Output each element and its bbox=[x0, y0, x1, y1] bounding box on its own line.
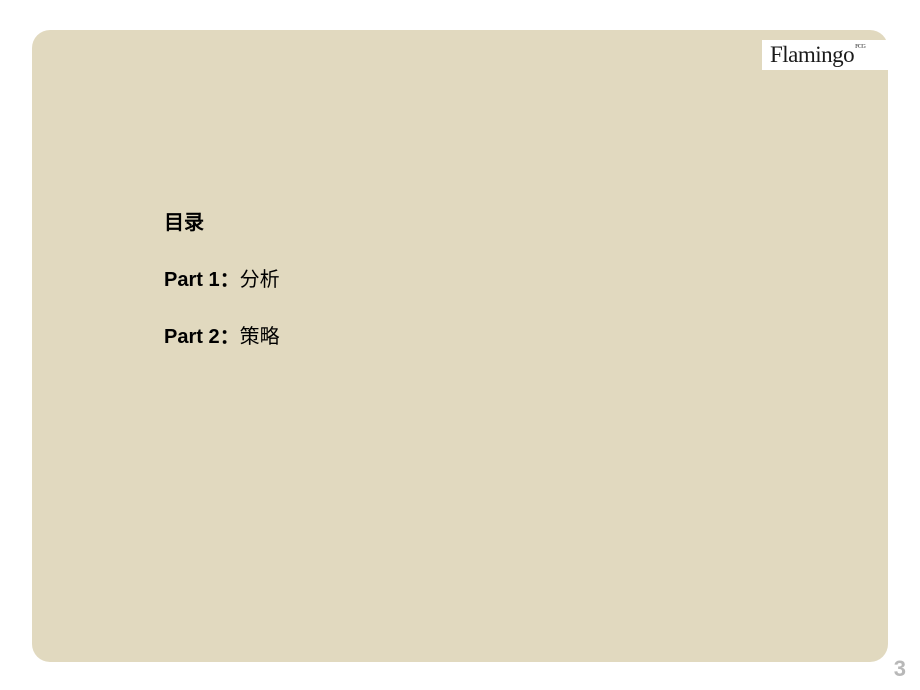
toc-part-2: Part 2 bbox=[164, 326, 220, 348]
toc-colon-2: ： bbox=[220, 326, 240, 348]
slide-canvas: FlamingoFCG 目录 Part 1：分析 Part 2：策略 bbox=[32, 30, 888, 662]
logo-text: FlamingoFCG bbox=[770, 42, 864, 68]
toc-title: 目录 bbox=[164, 206, 280, 235]
logo-superscript: FCG bbox=[855, 44, 865, 50]
toc-label-1: 分析 bbox=[240, 269, 280, 291]
logo-box: FlamingoFCG bbox=[762, 40, 888, 70]
toc-content: 目录 Part 1：分析 Part 2：策略 bbox=[164, 206, 280, 377]
page-number: 3 bbox=[894, 656, 906, 682]
logo-main: Flamingo bbox=[770, 42, 854, 67]
toc-item-1: Part 1：分析 bbox=[164, 263, 280, 292]
toc-colon-1: ： bbox=[220, 269, 240, 291]
toc-label-2: 策略 bbox=[240, 326, 280, 348]
toc-part-1: Part 1 bbox=[164, 269, 220, 291]
toc-item-2: Part 2：策略 bbox=[164, 320, 280, 349]
